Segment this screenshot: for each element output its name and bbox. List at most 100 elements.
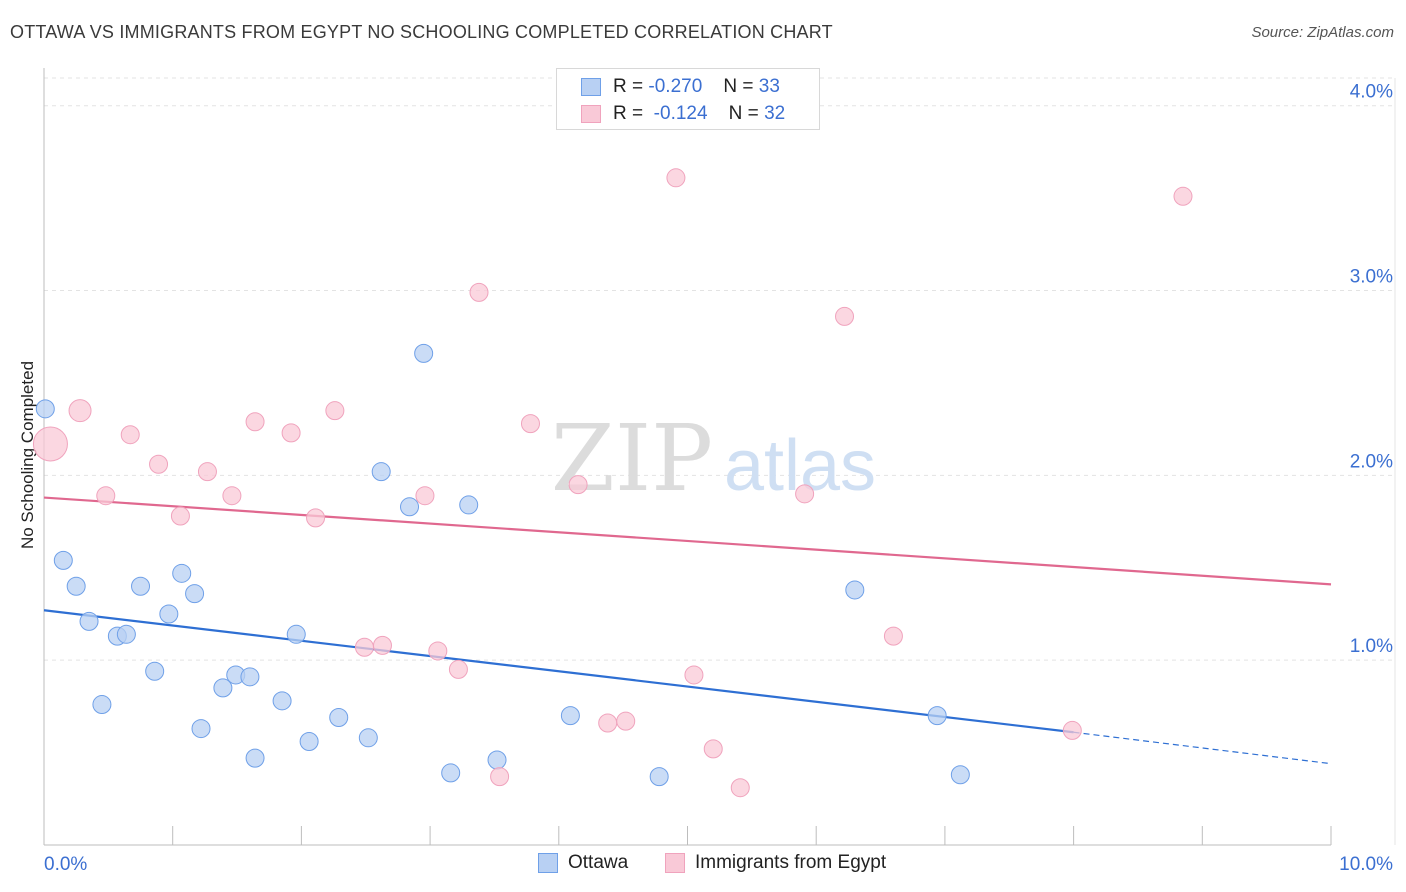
ottawa-point bbox=[213, 678, 233, 698]
legend-item-ottawa[interactable]: Ottawa bbox=[538, 852, 628, 874]
egypt-point bbox=[703, 739, 723, 759]
y-tick-label: 3.0% bbox=[1350, 267, 1393, 288]
ottawa-trend-extension bbox=[1073, 731, 1332, 765]
egypt-point bbox=[598, 713, 618, 733]
ottawa-point bbox=[649, 767, 669, 787]
ottawa-point bbox=[286, 624, 306, 644]
egypt-point bbox=[448, 659, 468, 679]
ottawa-point bbox=[131, 576, 151, 596]
egypt-point bbox=[68, 399, 92, 423]
ottawa-point bbox=[35, 399, 55, 419]
egypt-trend-line bbox=[43, 496, 1332, 586]
egypt-point bbox=[883, 626, 903, 646]
ottawa-point bbox=[329, 707, 349, 727]
egypt-point bbox=[469, 282, 489, 302]
n-label: N = bbox=[728, 103, 759, 124]
trend-lines bbox=[43, 496, 1332, 765]
egypt-point bbox=[372, 635, 392, 655]
egypt-point bbox=[120, 425, 140, 445]
ottawa-point bbox=[927, 706, 947, 726]
ottawa-point bbox=[845, 580, 865, 600]
egypt-point bbox=[666, 168, 686, 188]
egypt-point bbox=[96, 486, 116, 506]
egypt-point bbox=[170, 506, 190, 526]
ottawa-point bbox=[487, 750, 507, 770]
ottawa-legend-swatch bbox=[538, 853, 558, 873]
ottawa-point bbox=[79, 611, 99, 631]
egypt-point bbox=[222, 486, 242, 506]
legend-item-egypt[interactable]: Immigrants from Egypt bbox=[665, 852, 886, 874]
egypt-point bbox=[490, 767, 510, 787]
ottawa-point bbox=[66, 576, 86, 596]
x-tick-label: 10.0% bbox=[1339, 854, 1393, 875]
n-value: 33 bbox=[758, 76, 780, 97]
egypt-point bbox=[568, 475, 588, 495]
ottawa-point bbox=[191, 719, 211, 739]
ottawa-point bbox=[299, 732, 319, 752]
ottawa-legend-label: Ottawa bbox=[568, 852, 629, 873]
data-points bbox=[32, 168, 1193, 798]
ottawa-trend-line bbox=[43, 609, 1074, 734]
egypt-point bbox=[32, 426, 68, 462]
egypt-point bbox=[325, 401, 345, 421]
egypt-point bbox=[520, 414, 540, 434]
ottawa-point bbox=[560, 706, 580, 726]
y-tick-label: 1.0% bbox=[1350, 636, 1393, 657]
egypt-point bbox=[730, 778, 750, 798]
ottawa-point bbox=[371, 462, 391, 482]
r-value: -0.270 bbox=[648, 76, 703, 97]
ottawa-point bbox=[414, 343, 434, 363]
ottawa-point bbox=[358, 728, 378, 748]
egypt-swatch bbox=[581, 105, 601, 123]
egypt-point bbox=[428, 641, 448, 661]
egypt-point bbox=[684, 665, 704, 685]
egypt-point bbox=[281, 423, 301, 443]
ottawa-point bbox=[159, 604, 179, 624]
n-label: N = bbox=[723, 76, 754, 97]
x-tick-label: 0.0% bbox=[44, 854, 87, 875]
egypt-point bbox=[306, 508, 326, 528]
legend-row-egypt: R = -0.124 N = 32 bbox=[581, 102, 785, 126]
r-label: R = bbox=[613, 103, 644, 124]
correlation-legend: R = -0.270 N = 33 R = -0.124 N = 32 bbox=[556, 68, 820, 130]
chart-title: OTTAWA VS IMMIGRANTS FROM EGYPT NO SCHOO… bbox=[10, 22, 833, 42]
axes bbox=[43, 68, 1332, 846]
egypt-point bbox=[616, 711, 636, 731]
r-label: R = bbox=[613, 76, 644, 97]
ottawa-point bbox=[145, 661, 165, 681]
watermark: ZIP atlas bbox=[551, 405, 876, 512]
y-tick-label: 2.0% bbox=[1350, 451, 1393, 472]
r-value: -0.124 bbox=[653, 103, 708, 124]
ottawa-point bbox=[116, 624, 136, 644]
egypt-point bbox=[354, 637, 374, 657]
egypt-legend-label: Immigrants from Egypt bbox=[695, 852, 887, 873]
ottawa-point bbox=[185, 584, 205, 604]
ottawa-point bbox=[441, 763, 461, 783]
egypt-point bbox=[1173, 186, 1193, 206]
tick-labels: 1.0% 2.0% 3.0% 4.0% 0.0% 10.0% bbox=[44, 82, 1393, 875]
egypt-legend-swatch bbox=[665, 853, 685, 873]
source-label: Source: ZipAtlas.com bbox=[1251, 24, 1394, 41]
ottawa-point bbox=[245, 748, 265, 768]
egypt-point bbox=[197, 462, 217, 482]
legend-row-ottawa: R = -0.270 N = 33 bbox=[581, 75, 780, 99]
ottawa-point bbox=[459, 495, 479, 515]
ottawa-point bbox=[950, 765, 970, 785]
ottawa-swatch bbox=[581, 78, 601, 96]
ottawa-point bbox=[53, 550, 73, 570]
ottawa-point bbox=[240, 667, 260, 687]
egypt-point bbox=[149, 454, 169, 474]
egypt-point bbox=[1062, 720, 1082, 740]
y-tick-label: 4.0% bbox=[1350, 82, 1393, 103]
grid-lines bbox=[44, 77, 1396, 845]
ottawa-point bbox=[400, 497, 420, 517]
egypt-point bbox=[245, 412, 265, 432]
egypt-point bbox=[415, 486, 435, 506]
egypt-point bbox=[795, 484, 815, 504]
watermark-zip: ZIP bbox=[551, 405, 713, 512]
ottawa-point bbox=[272, 691, 292, 711]
egypt-point bbox=[835, 306, 855, 326]
n-value: 32 bbox=[764, 103, 786, 124]
ottawa-point bbox=[92, 695, 112, 715]
